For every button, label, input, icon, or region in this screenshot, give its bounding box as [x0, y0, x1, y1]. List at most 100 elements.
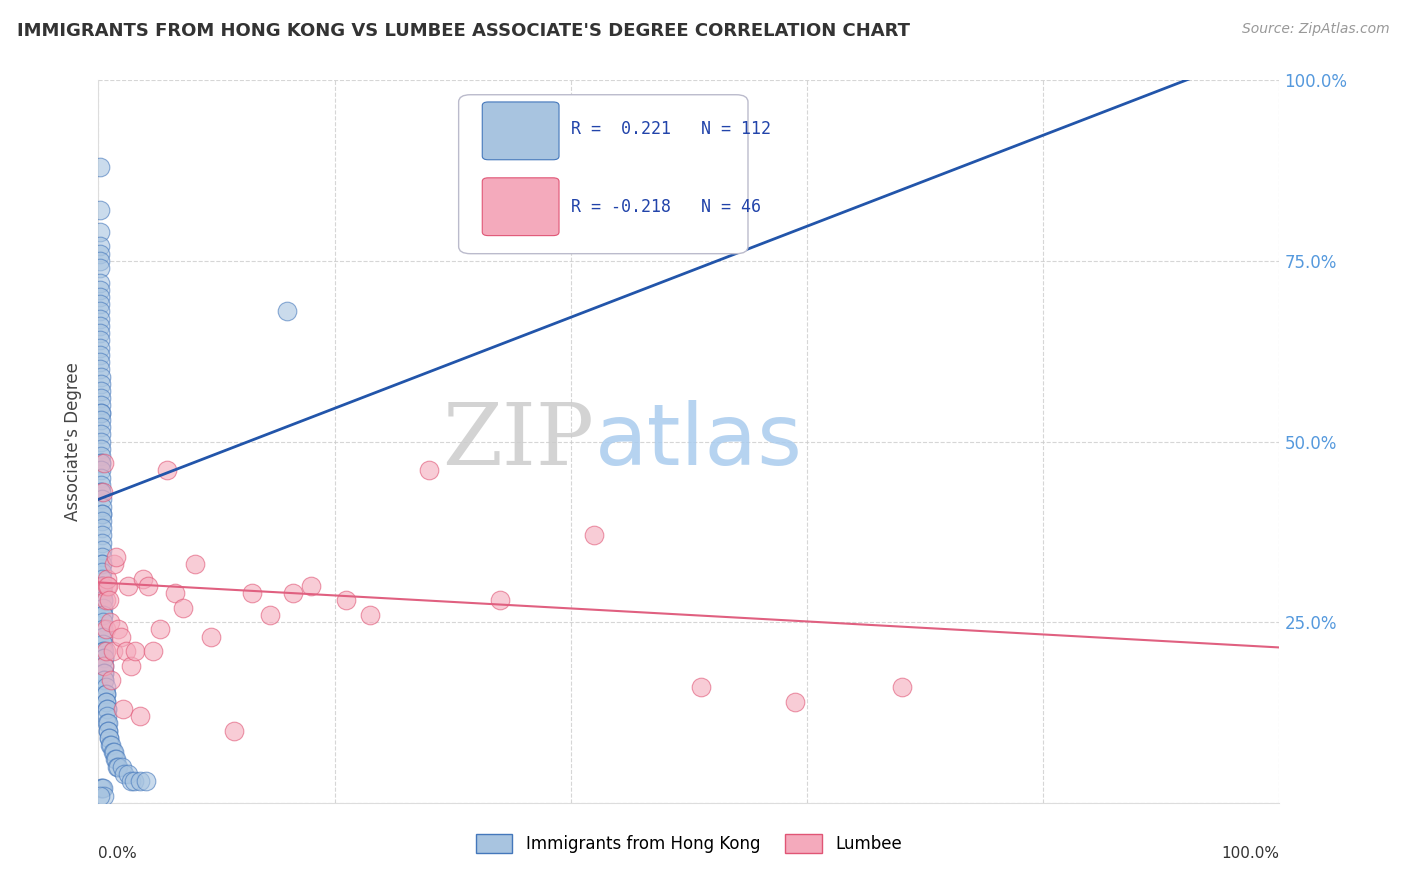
Point — [94, 687, 117, 701]
Point — [224, 723, 246, 738]
Point — [91, 535, 114, 549]
Point — [98, 731, 121, 745]
Point — [89, 297, 111, 311]
Point — [101, 745, 124, 759]
Point — [91, 607, 114, 622]
Point — [111, 760, 134, 774]
Point — [90, 369, 112, 384]
Point — [101, 644, 124, 658]
Point — [94, 680, 117, 694]
Point — [90, 456, 112, 470]
Point — [107, 623, 129, 637]
Point — [89, 348, 111, 362]
Point — [90, 406, 112, 420]
Point — [105, 760, 128, 774]
Point — [96, 709, 118, 723]
Point — [90, 463, 112, 477]
Point — [149, 623, 172, 637]
Point — [93, 658, 115, 673]
Point — [94, 593, 117, 607]
Point — [97, 579, 120, 593]
Point — [583, 528, 606, 542]
Point — [89, 253, 111, 268]
Point — [97, 723, 120, 738]
Point — [96, 702, 118, 716]
Text: IMMIGRANTS FROM HONG KONG VS LUMBEE ASSOCIATE'S DEGREE CORRELATION CHART: IMMIGRANTS FROM HONG KONG VS LUMBEE ASSO… — [17, 22, 910, 40]
Point — [156, 463, 179, 477]
Point — [89, 789, 111, 803]
Y-axis label: Associate's Degree: Associate's Degree — [65, 362, 83, 521]
Point — [259, 607, 281, 622]
Point — [98, 738, 121, 752]
Point — [94, 695, 117, 709]
Point — [93, 644, 115, 658]
Point — [105, 752, 128, 766]
Point — [89, 261, 111, 276]
Point — [112, 702, 135, 716]
Point — [91, 600, 114, 615]
Point — [89, 276, 111, 290]
Point — [93, 658, 115, 673]
Point — [90, 427, 112, 442]
Point — [89, 355, 111, 369]
Point — [97, 716, 120, 731]
Point — [335, 593, 357, 607]
FancyBboxPatch shape — [482, 102, 560, 160]
Point — [418, 463, 440, 477]
Point — [90, 485, 112, 500]
Point — [89, 362, 111, 376]
Point — [114, 644, 136, 658]
Point — [100, 738, 122, 752]
Point — [89, 318, 111, 333]
Point — [128, 774, 150, 789]
Point — [121, 658, 143, 673]
Point — [91, 572, 114, 586]
FancyBboxPatch shape — [458, 95, 748, 253]
Point — [128, 709, 150, 723]
Point — [94, 644, 117, 658]
Point — [90, 398, 112, 412]
Point — [96, 572, 118, 586]
Point — [91, 630, 114, 644]
Point — [121, 774, 143, 789]
Point — [122, 774, 145, 789]
Point — [89, 334, 111, 348]
Point — [89, 341, 111, 355]
Point — [93, 665, 115, 680]
Point — [91, 623, 114, 637]
Point — [94, 687, 117, 701]
Point — [90, 434, 112, 449]
Point — [91, 500, 114, 514]
Point — [96, 579, 118, 593]
Point — [91, 565, 114, 579]
Point — [93, 673, 115, 687]
Text: atlas: atlas — [595, 400, 803, 483]
Point — [90, 406, 112, 420]
Point — [165, 586, 187, 600]
Point — [184, 558, 207, 572]
Point — [91, 558, 114, 572]
Point — [94, 623, 117, 637]
Point — [90, 413, 112, 427]
Text: R = -0.218   N = 46: R = -0.218 N = 46 — [571, 198, 761, 216]
Point — [135, 774, 157, 789]
Point — [90, 420, 112, 434]
Point — [89, 246, 111, 260]
Point — [89, 304, 111, 318]
Point — [110, 630, 132, 644]
Point — [489, 593, 512, 607]
Point — [136, 579, 159, 593]
Point — [240, 586, 263, 600]
Point — [117, 579, 139, 593]
Point — [890, 680, 912, 694]
Point — [172, 600, 194, 615]
Point — [91, 542, 114, 557]
Point — [785, 695, 807, 709]
Point — [299, 579, 322, 593]
Point — [90, 781, 112, 796]
Point — [98, 593, 121, 607]
Point — [89, 311, 111, 326]
Point — [93, 673, 115, 687]
Point — [98, 615, 121, 630]
Point — [112, 767, 135, 781]
